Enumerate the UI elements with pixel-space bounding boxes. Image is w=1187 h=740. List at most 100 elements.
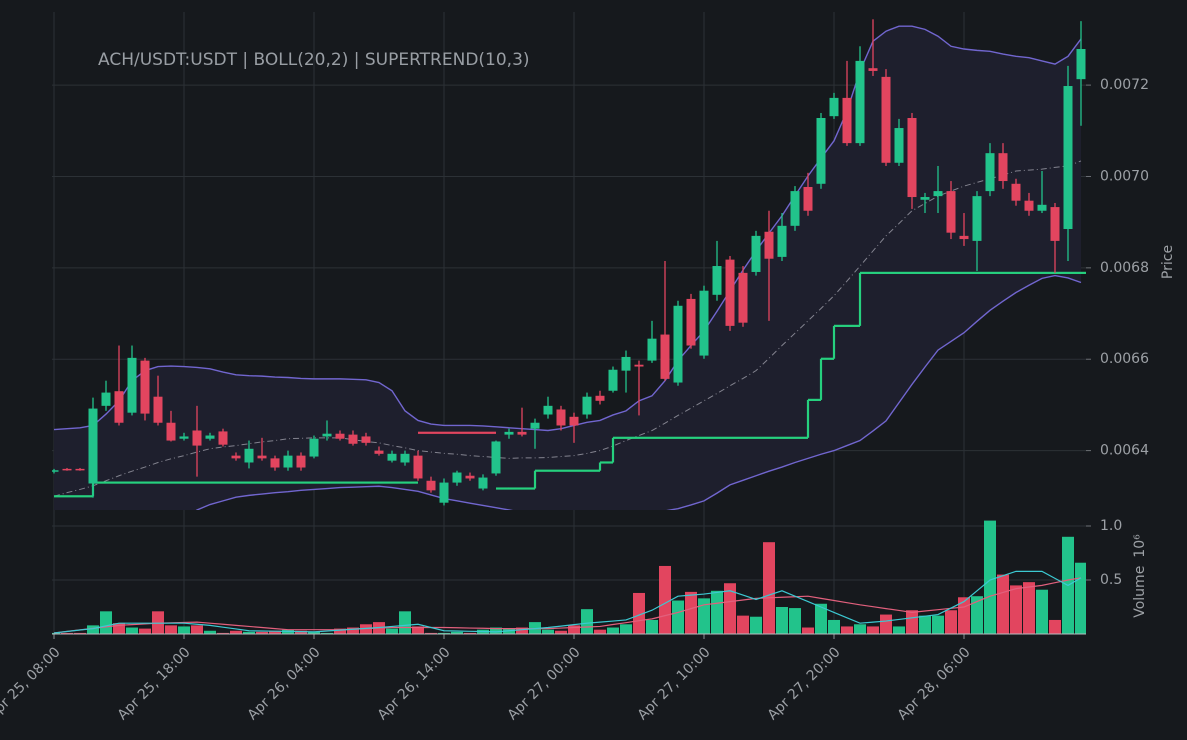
volume-bar <box>958 597 970 634</box>
candle-body <box>127 357 137 413</box>
volume-bar <box>932 615 944 634</box>
candle-body <box>556 409 566 426</box>
x-tick-label: Apr 26, 04:00 <box>245 644 324 723</box>
volume-bar <box>425 632 437 634</box>
candle-body <box>75 468 85 471</box>
candle-body <box>595 395 605 401</box>
y-tick-label: 0.0068 <box>1100 260 1149 276</box>
volume-bar <box>256 631 268 634</box>
volume-bar <box>659 565 671 634</box>
volume-average <box>53 570 1082 634</box>
candle-body <box>413 455 423 479</box>
candle-body <box>1024 200 1034 211</box>
candle-body <box>231 455 241 459</box>
volume-bar <box>74 632 86 634</box>
candle-body <box>816 117 826 184</box>
volume-bar <box>646 619 658 634</box>
x-tick-label: Apr 25, 08:00 <box>0 644 64 723</box>
volume-bar <box>1023 582 1035 634</box>
candle-body <box>660 334 670 379</box>
volume-bar <box>269 630 281 634</box>
candle-body <box>504 431 514 435</box>
candle-body <box>361 436 371 443</box>
volume-bar <box>594 629 606 634</box>
candle-body <box>621 356 631 371</box>
candle-body <box>647 338 657 361</box>
volume-panel <box>52 520 1086 634</box>
y-tick-label: 0.0064 <box>1100 443 1149 459</box>
candle-body <box>712 266 722 295</box>
candle-body <box>946 191 956 233</box>
candle-body <box>296 455 306 468</box>
candle-body <box>452 472 462 483</box>
candle-body <box>803 186 813 211</box>
volume-bar <box>178 626 190 634</box>
volume-average <box>53 577 1082 634</box>
volume-bar <box>997 574 1009 634</box>
volume-bar <box>919 615 931 634</box>
volume-bar <box>607 627 619 634</box>
candle-body <box>608 369 618 391</box>
y-tick-label: 0.0066 <box>1100 351 1149 367</box>
candle-body <box>634 364 644 367</box>
x-tick-label: Apr 25, 18:00 <box>115 644 194 723</box>
candle-body <box>764 231 774 259</box>
candle-body <box>569 416 579 426</box>
volume-bar <box>945 610 957 634</box>
y-tick-label: 0.5 <box>1100 572 1122 588</box>
candle-body <box>439 482 449 503</box>
y-tick-label: 0.0070 <box>1100 168 1149 184</box>
volume-bar <box>867 626 879 634</box>
volume-bar <box>100 611 112 634</box>
volume-bar <box>854 624 866 634</box>
candle-body <box>283 455 293 468</box>
candle-body <box>52 470 59 472</box>
candle-body <box>348 434 358 444</box>
candle-body <box>972 196 982 241</box>
candle-body <box>114 391 124 423</box>
candle-body <box>686 298 696 346</box>
price-panel <box>52 19 1086 510</box>
volume-bar <box>906 610 918 634</box>
volume-bar <box>880 614 892 634</box>
candle-body <box>855 60 865 144</box>
candle-body <box>140 360 150 414</box>
volume-bar <box>217 632 229 634</box>
volume-bar <box>698 598 710 634</box>
volume-bar <box>763 542 775 634</box>
volume-bar <box>52 632 60 634</box>
volume-bar <box>542 629 554 634</box>
candle-body <box>725 259 735 326</box>
candle-body <box>933 191 943 197</box>
volume-bar <box>672 600 684 634</box>
candle-body <box>738 272 748 323</box>
candle-body <box>257 455 267 459</box>
band-middle <box>53 160 1082 497</box>
candle-body <box>1076 49 1086 80</box>
volume-bar <box>789 608 801 634</box>
candle-body <box>842 97 852 144</box>
candle-body <box>829 97 839 117</box>
candle-body <box>374 450 384 454</box>
volume-bar <box>347 627 359 634</box>
volume-bar <box>295 630 307 634</box>
candle-body <box>400 453 410 463</box>
candle-body <box>1063 86 1073 230</box>
candle-body <box>491 441 501 474</box>
volume-bar <box>1049 619 1061 634</box>
axis-offset: 10⁶ <box>1132 534 1148 558</box>
candle-body <box>881 76 891 163</box>
volume-bar <box>308 631 320 634</box>
y-tick-label: 0.0072 <box>1100 77 1149 93</box>
volume-bar <box>620 624 632 634</box>
candle-body <box>322 433 332 437</box>
candle-body <box>699 290 709 356</box>
volume-bar <box>711 590 723 634</box>
volume-bar <box>386 628 398 634</box>
volume-bar <box>893 626 905 634</box>
y-axis-label: Price <box>1160 245 1176 279</box>
band-fill <box>54 26 1081 510</box>
band-upper <box>53 25 1082 432</box>
band-lower <box>195 274 1082 510</box>
